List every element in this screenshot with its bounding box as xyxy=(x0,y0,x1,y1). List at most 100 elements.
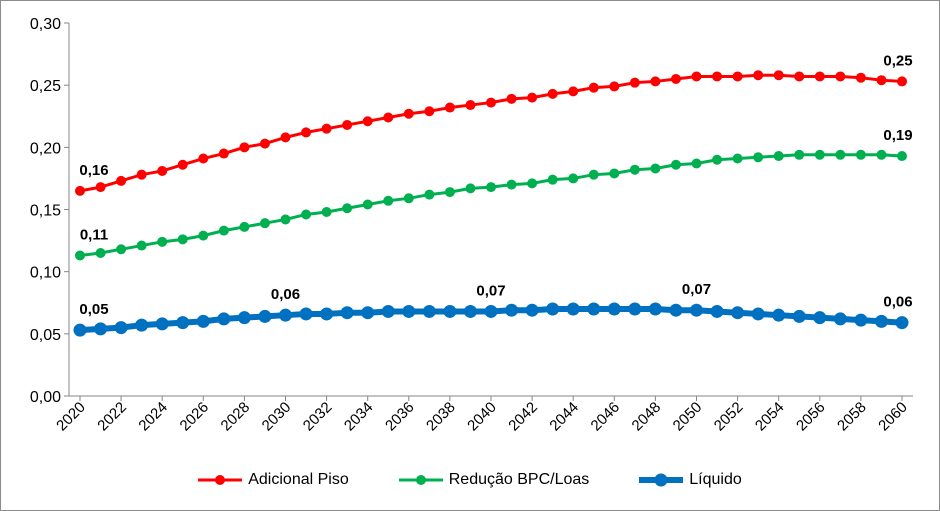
x-tick-label: 2058 xyxy=(834,399,870,435)
data-label: 0,06 xyxy=(883,294,912,311)
data-point xyxy=(75,185,85,196)
data-point xyxy=(669,303,683,317)
data-point xyxy=(527,92,538,103)
data-label: 0,07 xyxy=(476,282,505,299)
x-tick-label: 2036 xyxy=(382,399,418,435)
x-tick-label: 2046 xyxy=(588,399,624,435)
data-point xyxy=(320,307,334,321)
data-point xyxy=(342,203,353,214)
data-point xyxy=(342,119,353,130)
data-point xyxy=(588,82,599,93)
data-point xyxy=(157,236,168,247)
data-point xyxy=(732,71,743,82)
data-point xyxy=(465,183,476,194)
data-point xyxy=(422,304,436,318)
data-point xyxy=(424,106,435,117)
data-point xyxy=(280,132,291,143)
data-point xyxy=(321,206,332,217)
legend-item-liquido: Líquido xyxy=(639,471,742,489)
data-point xyxy=(813,311,827,325)
data-point xyxy=(114,321,128,335)
data-point xyxy=(116,244,127,255)
legend-label: Redução BPC/Loas xyxy=(448,471,590,488)
data-point xyxy=(361,306,375,320)
legend: Adicional Piso Redução BPC/Loas Líquido xyxy=(1,471,939,489)
y-tick-label: 0,30 xyxy=(30,16,61,33)
data-point xyxy=(239,221,250,232)
data-point xyxy=(403,193,414,204)
data-point xyxy=(568,86,579,97)
data-point xyxy=(773,70,784,81)
data-point xyxy=(609,81,620,92)
data-point xyxy=(833,312,847,326)
y-tick-label: 0,20 xyxy=(30,140,61,157)
data-point xyxy=(854,313,868,327)
data-point xyxy=(607,302,621,316)
data-point xyxy=(587,302,601,316)
x-tick-label: 2054 xyxy=(752,399,788,435)
x-tick-label: 2040 xyxy=(464,399,500,435)
legend-swatch-green xyxy=(398,475,443,485)
data-point xyxy=(383,195,394,206)
data-point xyxy=(155,317,169,331)
x-tick-label: 2030 xyxy=(259,399,295,435)
data-point xyxy=(773,151,784,162)
y-tick-label: 0,05 xyxy=(30,327,61,344)
data-point xyxy=(566,302,580,316)
data-point xyxy=(95,248,106,259)
data-point xyxy=(629,77,640,88)
y-tick-label: 0,00 xyxy=(30,389,61,406)
data-point xyxy=(588,169,599,180)
legend-swatch-red xyxy=(198,475,243,485)
data-point xyxy=(177,159,188,170)
data-point xyxy=(710,304,724,318)
y-tick-label: 0,10 xyxy=(30,265,61,282)
data-point xyxy=(897,76,907,87)
data-point xyxy=(876,149,887,160)
x-tick-label: 2038 xyxy=(423,399,459,435)
data-point xyxy=(897,151,907,162)
data-point xyxy=(855,149,866,160)
x-tick-label: 2050 xyxy=(670,399,706,435)
data-point xyxy=(176,316,190,330)
x-tick-label: 2032 xyxy=(300,399,336,435)
x-tick-label: 2024 xyxy=(135,399,171,435)
data-label: 0,06 xyxy=(271,286,300,303)
data-point xyxy=(670,159,681,170)
x-tick-label: 2044 xyxy=(546,399,582,435)
y-tick-label: 0,25 xyxy=(30,78,61,95)
data-label: 0,16 xyxy=(79,162,108,179)
data-point xyxy=(731,306,745,320)
x-tick-label: 2056 xyxy=(793,399,829,435)
data-point xyxy=(217,312,231,326)
data-point xyxy=(239,142,250,153)
data-point xyxy=(712,71,723,82)
data-point xyxy=(198,230,209,241)
data-point xyxy=(525,303,539,317)
data-point xyxy=(629,164,640,175)
data-point xyxy=(381,304,395,318)
data-point xyxy=(751,307,765,321)
data-point xyxy=(136,169,147,180)
data-point xyxy=(486,97,496,108)
data-point xyxy=(792,309,806,323)
data-point xyxy=(259,138,270,149)
data-point xyxy=(95,182,106,193)
data-point xyxy=(362,199,373,210)
data-point xyxy=(546,302,560,316)
data-point xyxy=(177,234,188,245)
data-point xyxy=(444,102,455,113)
data-point xyxy=(505,303,519,317)
data-point xyxy=(136,240,147,251)
x-tick-label: 2026 xyxy=(177,399,213,435)
x-tick-label: 2022 xyxy=(94,399,130,435)
data-point xyxy=(609,168,620,179)
data-point xyxy=(218,225,229,236)
data-point xyxy=(568,173,579,184)
data-label: 0,07 xyxy=(682,281,711,298)
legend-swatch-blue xyxy=(639,473,684,487)
legend-label: Adicional Piso xyxy=(248,471,349,488)
data-point xyxy=(402,304,416,318)
x-tick-label: 2034 xyxy=(341,399,377,435)
